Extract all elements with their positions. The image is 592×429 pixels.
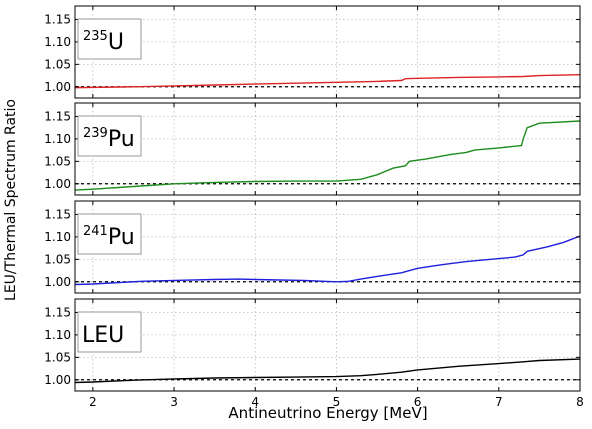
series-line — [74, 74, 581, 89]
y-tick-label: 1.05 — [44, 350, 71, 364]
x-tick-label: 3 — [170, 395, 178, 409]
y-axis-label: LEU/Thermal Spectrum Ratio — [3, 99, 19, 301]
panel-frame — [74, 5, 581, 99]
panels: 1.001.051.101.15235U1.001.051.101.15239P… — [44, 5, 584, 409]
x-tick-label: 7 — [495, 395, 503, 409]
panel-label: 241Pu — [77, 213, 142, 255]
y-tick-label: 1.10 — [44, 328, 71, 342]
y-tick-label: 1.05 — [44, 154, 71, 168]
y-tick-label: 1.10 — [44, 35, 71, 49]
panel-label-text: 239Pu — [83, 126, 135, 152]
panel-label: 239Pu — [77, 115, 142, 157]
isotope-symbol: Pu — [108, 127, 135, 152]
y-tick-label: 1.05 — [44, 252, 71, 266]
panel: 1.00 1.05 1.10 1.15 241Pu — [44, 200, 581, 294]
y-tick-label: 1.00 — [44, 80, 71, 94]
series-line — [74, 235, 581, 286]
panel-label-box — [77, 311, 142, 353]
panel: 1.00 1.05 1.10 1.15 235U — [44, 5, 581, 99]
x-tick-label: 6 — [414, 395, 422, 409]
panel-label-box — [77, 213, 142, 255]
isotope-symbol: Pu — [108, 225, 135, 250]
panel-label-box — [77, 18, 142, 60]
y-tick-label: 1.15 — [44, 109, 71, 123]
x-axis-label: Antineutrino Energy [MeV] — [228, 404, 427, 422]
y-tick-label: 1.10 — [44, 230, 71, 244]
panel-label: LEU — [77, 311, 142, 353]
y-tick-label: 1.15 — [44, 207, 71, 221]
panel-label-text: LEU — [82, 323, 124, 348]
panel: 1.00 1.05 1.10 1.15 239Pu — [44, 102, 581, 196]
series-line — [74, 120, 581, 191]
panel-label-box — [77, 115, 142, 157]
panel-frame — [74, 298, 581, 392]
isotope-mass-number: 235 — [83, 29, 108, 44]
y-tick-label: 1.10 — [44, 132, 71, 146]
y-tick-label: 1.00 — [44, 275, 71, 289]
isotope-mass-number: 241 — [83, 224, 108, 239]
panel-label-text: 235U — [83, 29, 124, 55]
panel-frame — [74, 102, 581, 196]
panel-frame — [74, 200, 581, 294]
y-tick-label: 1.00 — [44, 177, 71, 191]
series-line — [74, 358, 581, 384]
x-tick-label: 5 — [333, 395, 341, 409]
x-tick-label: 4 — [251, 395, 259, 409]
panel: 1.00 1.05 1.10 1.15 2 3 4 5 6 7 8 LEU — [44, 298, 584, 409]
panel-label: 235U — [77, 18, 142, 60]
x-tick-label: 8 — [576, 395, 584, 409]
y-tick-label: 1.00 — [44, 373, 71, 387]
x-tick-label: 2 — [89, 395, 97, 409]
y-tick-label: 1.05 — [44, 57, 71, 71]
y-tick-label: 1.15 — [44, 12, 71, 26]
y-tick-label: 1.15 — [44, 305, 71, 319]
isotope-mass-number: 239 — [83, 126, 108, 141]
panel-label-text: 241Pu — [83, 224, 135, 250]
isotope-symbol: U — [108, 30, 124, 55]
